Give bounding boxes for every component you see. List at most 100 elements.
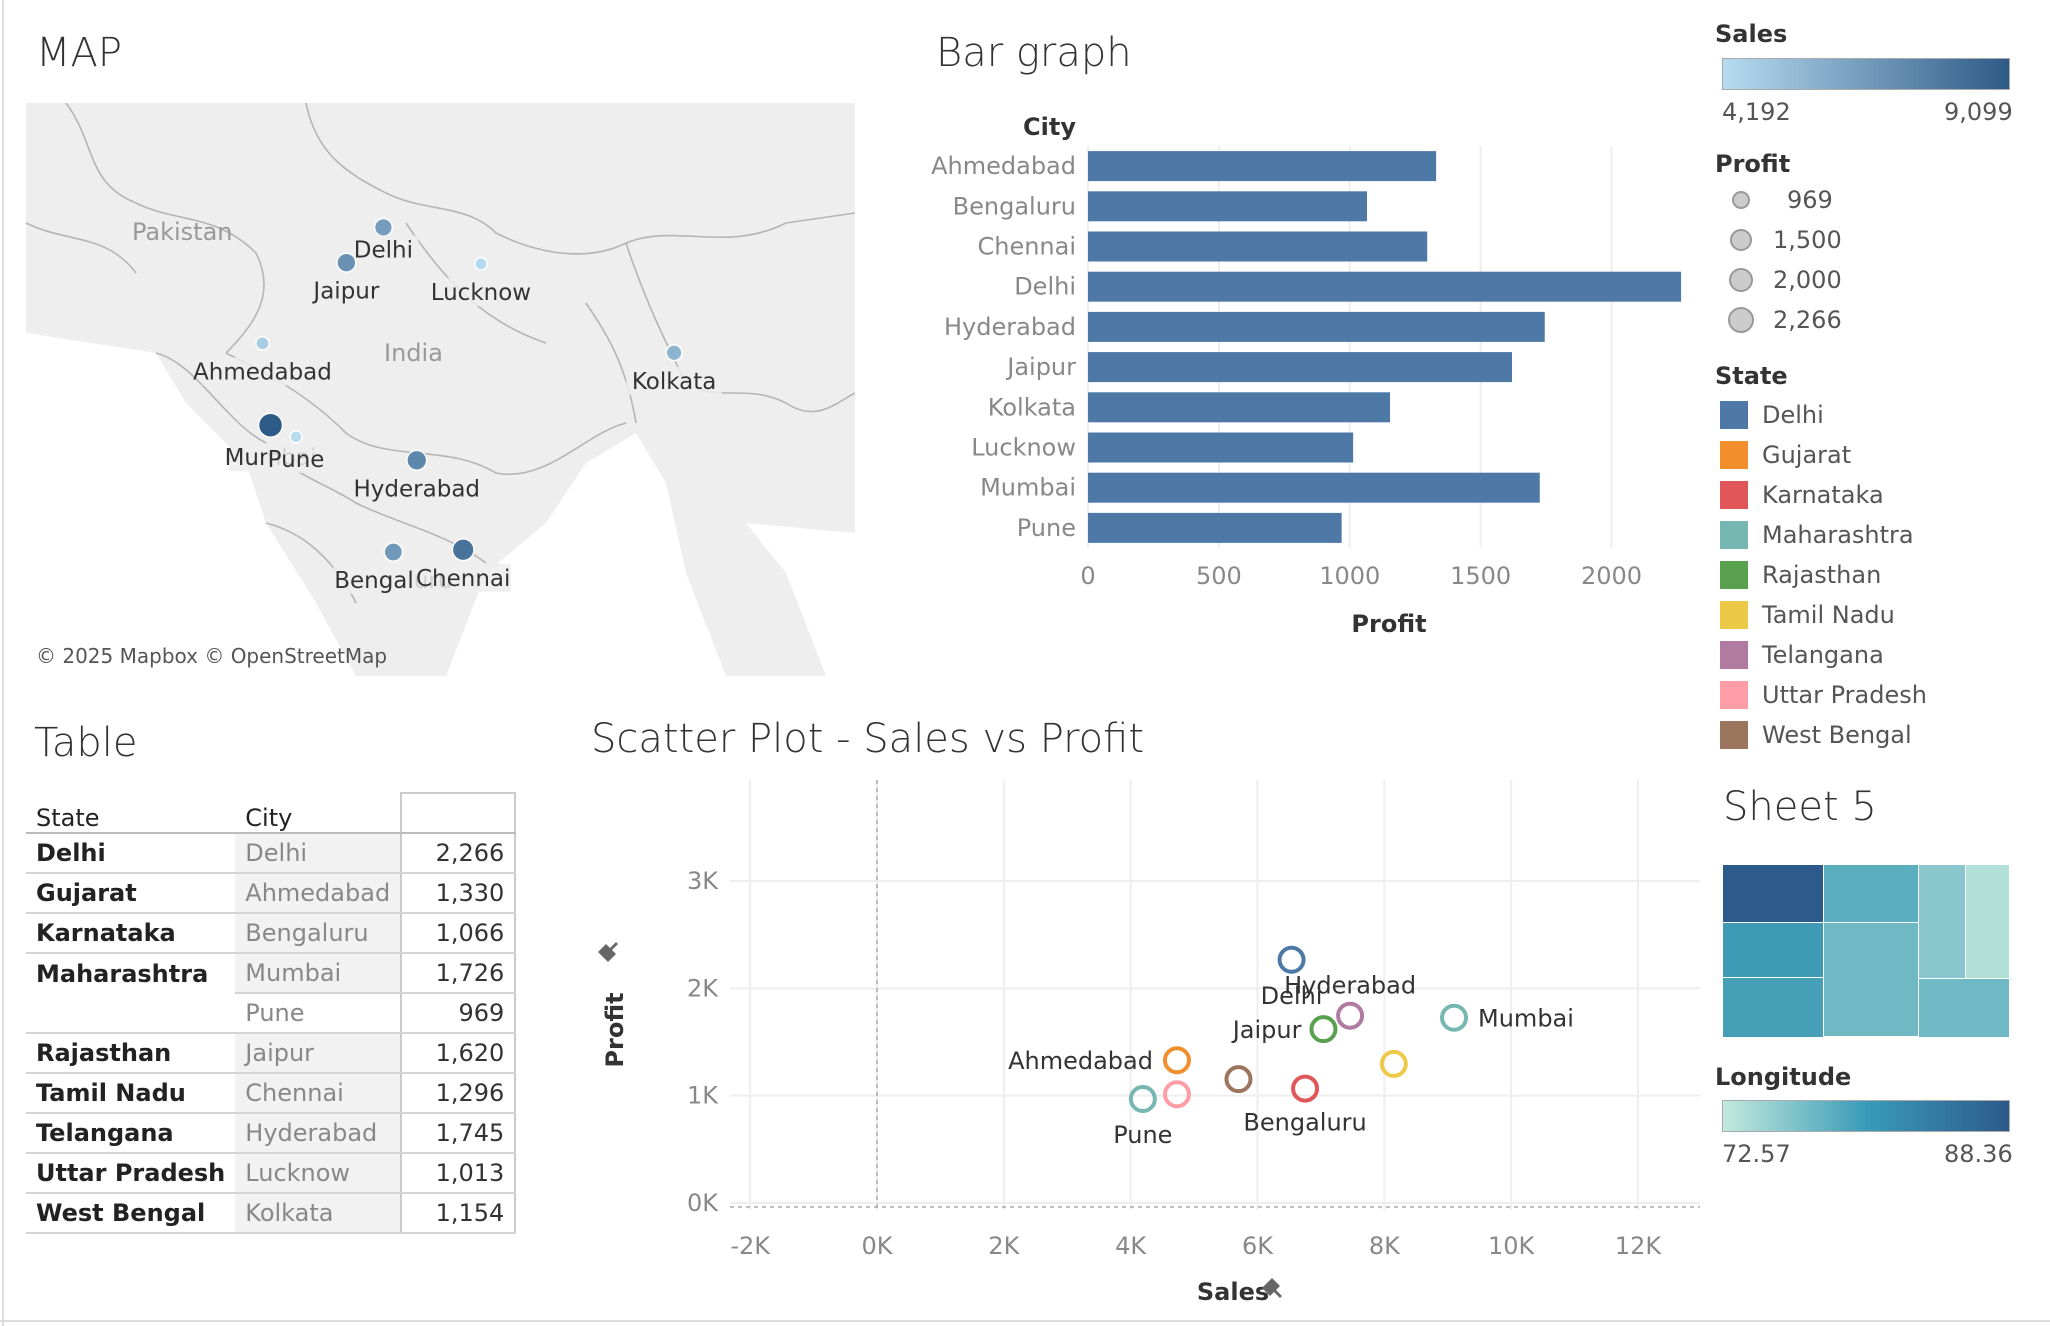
longitude-legend-title: Longitude [1715, 1063, 1852, 1091]
profit-legend-label: 969 [1787, 186, 1833, 214]
bar-delhi[interactable] [1088, 271, 1682, 302]
bar-kolkata[interactable] [1088, 392, 1391, 423]
map-label-delhi: Delhi [354, 237, 413, 263]
longitude-legend-min: 72.57 [1722, 1140, 1791, 1168]
map-point-lucknow[interactable] [474, 257, 488, 271]
scatter-xtick-label: 0K [861, 1232, 893, 1260]
scatter-label-mumbai: Mumbai [1478, 1005, 1574, 1033]
y-axis-pin-icon[interactable] [598, 942, 618, 962]
table-cell-value: 1,620 [400, 1033, 517, 1074]
scatter-point-hyderabad[interactable] [1336, 1001, 1365, 1030]
map-point-bengaluru[interactable] [383, 542, 404, 562]
scatter-label-bengaluru: Bengaluru [1243, 1109, 1366, 1137]
map-points: DelhiJaipurLucknowAhmedabadKolkataMumbai… [193, 217, 722, 595]
state-legend-item-telangana[interactable]: Telangana [1720, 641, 1884, 669]
sales-legend-title: Sales [1715, 20, 1788, 48]
treemap-tile[interactable] [1824, 923, 1918, 1036]
bar-chennai[interactable] [1088, 231, 1428, 262]
state-legend-item-west-bengal[interactable]: West Bengal [1720, 721, 1912, 749]
treemap-tile[interactable] [1824, 865, 1918, 922]
table-row: Telangana Hyderabad 1,745 [26, 1113, 517, 1154]
bar-category-label: Jaipur [1005, 353, 1076, 381]
state-legend-item-tamil-nadu[interactable]: Tamil Nadu [1720, 601, 1895, 629]
bar-hyderabad[interactable] [1088, 311, 1545, 342]
map-point-hyderabad[interactable] [406, 449, 428, 471]
state-color-swatch [1720, 401, 1748, 429]
map-label-kolkata: Kolkata [632, 369, 717, 395]
map-point-jaipur[interactable] [336, 252, 357, 273]
state-legend-label: Tamil Nadu [1762, 601, 1895, 629]
table-row: Karnataka Bengaluru 1,066 [26, 913, 517, 954]
state-legend-label: Uttar Pradesh [1762, 681, 1927, 709]
state-legend-item-uttar-pradesh[interactable]: Uttar Pradesh [1720, 681, 1927, 709]
map-label-bg-pune [267, 444, 326, 473]
map-point-kolkata[interactable] [665, 344, 683, 362]
bar-mumbai[interactable] [1088, 472, 1540, 503]
scatter-point-pune[interactable] [1128, 1084, 1157, 1113]
map-point-mumbai[interactable] [257, 412, 284, 438]
map-view[interactable]: Pakistan India Delhi Jaipur Lucknow Ahmedab… [26, 103, 855, 676]
longitude-legend-max: 88.36 [1944, 1140, 2013, 1168]
table-cell-value: 969 [400, 993, 517, 1034]
longitude-gradient-bar [1722, 1100, 2010, 1132]
profit-legend-item: 2,000 [1727, 266, 1842, 294]
profit-size-circle [1728, 307, 1754, 333]
bar-lucknow[interactable] [1088, 432, 1354, 463]
table-row: West Bengal Kolkata 1,154 [26, 1193, 517, 1234]
sheet5-title: Sheet 5 [1723, 784, 1877, 830]
scatter-point-ahmedabad[interactable] [1162, 1046, 1191, 1075]
bar-jaipur[interactable] [1088, 352, 1513, 383]
x-axis-pin-icon[interactable] [1262, 1278, 1282, 1298]
table-cell-city: Delhi [235, 833, 402, 874]
map-label-bg-jaipur [304, 276, 388, 305]
profit-size-circle [1730, 229, 1752, 251]
table-cell-state: Maharashtra [36, 959, 209, 988]
treemap-tile[interactable] [1966, 865, 2009, 978]
scatter-point-delhi[interactable] [1277, 945, 1306, 974]
table-row: Uttar Pradesh Lucknow 1,013 [26, 1153, 517, 1194]
table-cell-value: 2,266 [400, 833, 517, 874]
scatter-xtick-label: 4K [1115, 1232, 1147, 1260]
scatter-point-bengaluru[interactable] [1291, 1074, 1320, 1103]
map-point-ahmedabad[interactable] [255, 336, 270, 351]
state-color-swatch [1720, 561, 1748, 589]
bar-graph-title: Bar graph [936, 30, 1132, 76]
scatter-point-lucknow[interactable] [1162, 1080, 1191, 1109]
map-label-jaipur: Jaipur [311, 279, 379, 305]
bar-chart: 0 500 1000 1500 2000 City Ahmedabad Bengaluru Ch… [931, 113, 1682, 638]
bar-category-label: Mumbai [980, 474, 1076, 502]
bar-ahmedabad[interactable] [1088, 151, 1437, 182]
table-header-city: City [235, 793, 402, 834]
treemap-tile[interactable] [1919, 865, 1965, 978]
scatter-point-mumbai[interactable] [1440, 1003, 1469, 1032]
state-legend-item-rajasthan[interactable]: Rajasthan [1720, 561, 1881, 589]
table-row: Rajasthan Jaipur 1,620 [26, 1033, 517, 1074]
bar-pune[interactable] [1088, 512, 1342, 543]
scatter-point-jaipur[interactable] [1309, 1015, 1338, 1044]
state-legend-item-karnataka[interactable]: Karnataka [1720, 481, 1884, 509]
state-legend-label: Rajasthan [1762, 561, 1882, 589]
map-point-chennai[interactable] [451, 538, 475, 562]
state-legend-item-gujarat[interactable]: Gujarat [1720, 441, 1851, 469]
state-legend-item-maharashtra[interactable]: Maharashtra [1720, 521, 1914, 549]
scatter-label-pune: Pune [1113, 1121, 1172, 1149]
map-point-pune[interactable] [289, 430, 303, 444]
scatter-label-ahmedabad: Ahmedabad [1008, 1047, 1153, 1075]
state-color-swatch [1720, 721, 1748, 749]
state-legend-item-delhi[interactable]: Delhi [1720, 401, 1824, 429]
bar-rows-header: City [1023, 113, 1076, 141]
scatter-point-kolkata[interactable] [1224, 1065, 1253, 1094]
table-cell-value: 1,745 [400, 1113, 517, 1154]
treemap-tile[interactable] [1723, 923, 1823, 977]
scatter-xtick-label: 10K [1488, 1232, 1536, 1260]
table-cell-state [26, 993, 236, 1034]
bar-bengaluru[interactable] [1088, 191, 1368, 222]
treemap-tile[interactable] [1723, 978, 1823, 1037]
map-label-bg-hyderabad [356, 474, 478, 503]
treemap-tile[interactable] [1723, 865, 1823, 922]
map-label-bg-ahmedabad [202, 357, 323, 386]
treemap-tile[interactable] [1919, 979, 2009, 1037]
map-point-delhi[interactable] [373, 217, 394, 237]
table-row: Maharashtra Mumbai 1,726 [26, 953, 517, 994]
scatter-point-chennai[interactable] [1379, 1049, 1408, 1078]
